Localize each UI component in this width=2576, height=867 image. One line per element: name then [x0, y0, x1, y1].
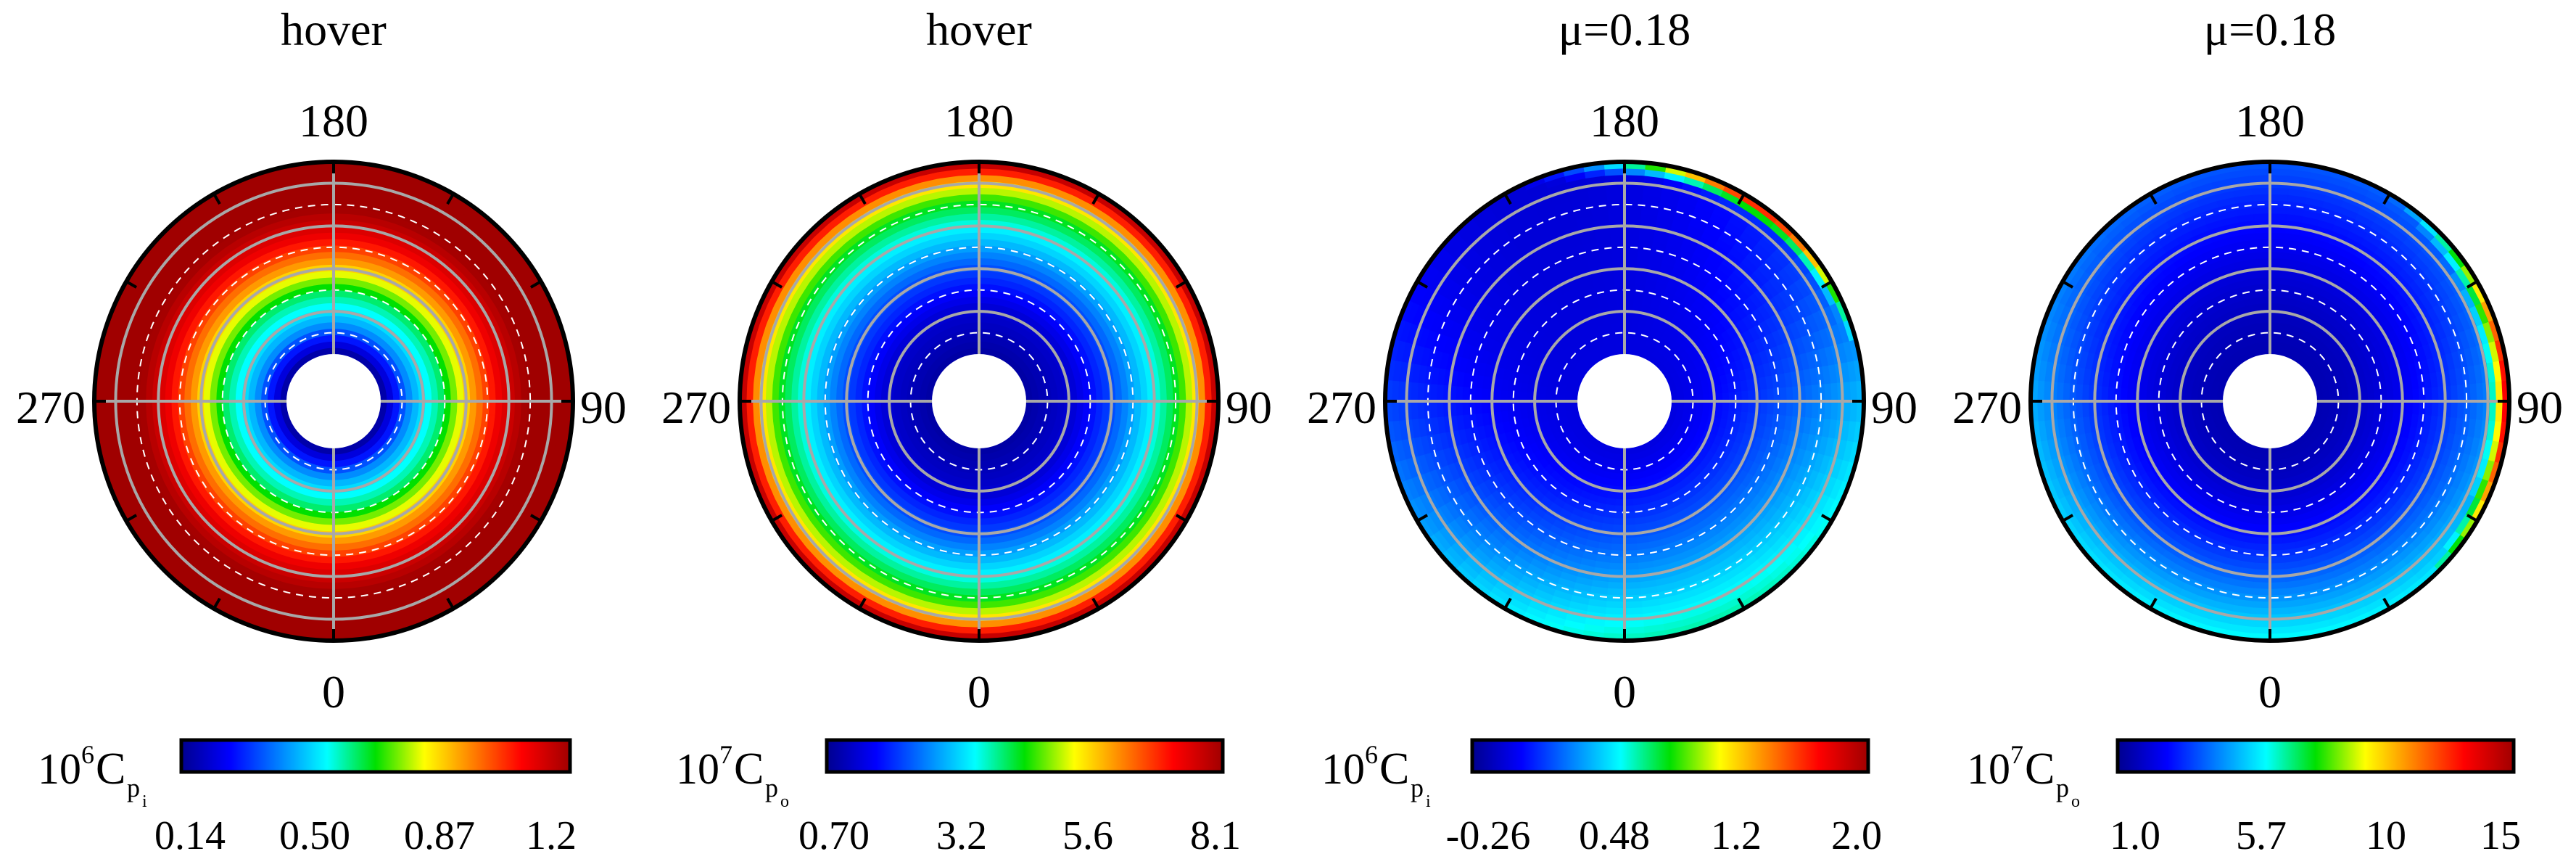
contour-cell: [520, 382, 529, 402]
azimuth-label-180: 180: [1590, 95, 1659, 147]
colorbar-tick-label: 0.70: [798, 813, 870, 858]
hub-hole: [286, 354, 381, 448]
contour-cell: [139, 400, 147, 421]
colorbar-label-symbol: C: [96, 744, 125, 794]
panel-title: hover: [926, 4, 1032, 55]
colorbar-label-prefix: 10: [38, 745, 81, 793]
panel-2: hover 180 90 0 270 10 7 C p o 0.70 3.2 5…: [661, 4, 1272, 858]
contour-cell: [1165, 382, 1174, 402]
colorbar-tick-label: 1.2: [526, 813, 577, 858]
contour-cell: [145, 400, 154, 420]
azimuth-label-180: 180: [944, 95, 1014, 147]
panel-title: μ=0.18: [1559, 4, 1690, 55]
azimuth-label-270: 270: [661, 382, 731, 433]
colorbar-tick-label: 3.2: [936, 813, 987, 858]
colorbar-tick-label: 8.1: [1190, 813, 1241, 858]
colorbar: [179, 738, 572, 774]
contour-cell: [960, 213, 980, 221]
panel-title: hover: [281, 4, 387, 55]
colorbar-label-exponent: 6: [81, 740, 94, 769]
azimuth-label-90: 90: [1226, 382, 1272, 433]
azimuth-label-180: 180: [299, 95, 368, 147]
colorbar-label-exponent: 7: [719, 740, 732, 769]
azimuth-label-270: 270: [1307, 382, 1376, 433]
colorbar-label-prefix: 10: [676, 745, 719, 793]
contour-cell: [790, 400, 799, 420]
contour-cell: [978, 588, 999, 596]
colorbar-tick-label: 0.14: [154, 813, 226, 858]
colorbar-label-sub: p: [127, 773, 140, 802]
azimuth-label-0: 0: [1613, 666, 1636, 718]
colorbar-label-subsub: o: [780, 792, 789, 811]
colorbar-tick-label: 0.87: [404, 813, 475, 858]
colorbar-label-symbol: C: [734, 744, 764, 794]
panel-3: μ=0.18 180 90 0 270 10 6 C p i -0.26 0.4…: [1307, 4, 1917, 858]
contour-cell: [315, 213, 334, 221]
contour-cell: [513, 382, 522, 402]
contour-cell: [978, 581, 998, 590]
azimuth-label-0: 0: [967, 666, 991, 718]
colorbar-label-sub: p: [765, 773, 778, 802]
colorbar-tick-label: 0.50: [279, 813, 350, 858]
azimuth-label-270: 270: [16, 382, 86, 433]
azimuth-label-90: 90: [580, 382, 627, 433]
contour-cell: [333, 581, 352, 590]
contour-cell: [314, 206, 334, 215]
contour-cell: [959, 206, 980, 215]
colorbar-label-subsub: i: [142, 792, 147, 811]
azimuth-label-90: 90: [1871, 382, 1917, 433]
contour-cell: [784, 400, 793, 421]
contour-cell: [1159, 382, 1168, 402]
azimuth-label-0: 0: [322, 666, 345, 718]
colorbar-tick-label: 5.6: [1062, 813, 1113, 858]
contour-cell: [333, 588, 353, 596]
panel-1: hover 180 90 0 270 10 6 C p i 0.14 0.50 …: [16, 4, 627, 858]
hub-hole: [932, 354, 1026, 448]
colorbar: [825, 738, 1225, 774]
